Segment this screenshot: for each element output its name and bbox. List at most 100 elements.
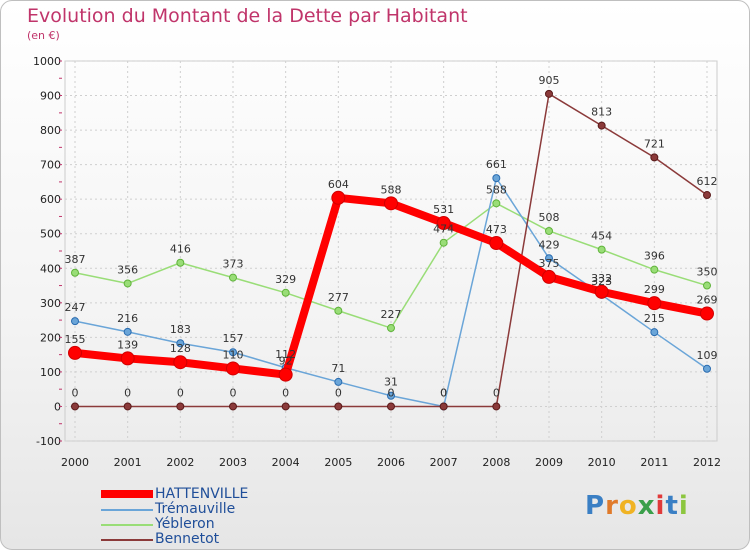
x-tick-label: 2008	[482, 456, 510, 469]
data-label: 215	[644, 312, 665, 325]
y-tick-label: 400	[40, 262, 61, 275]
data-point	[387, 402, 395, 411]
data-label: 109	[697, 349, 718, 362]
data-label: 299	[644, 283, 665, 296]
data-label: 588	[486, 183, 507, 196]
data-point	[226, 361, 240, 376]
data-point	[120, 351, 135, 366]
data-label: 454	[591, 230, 612, 243]
legend-label-hattenville: HATTENVILLE	[155, 486, 249, 502]
legend-label-bennetot: Bennetot	[155, 531, 220, 547]
data-label: 0	[335, 386, 342, 399]
x-tick-label: 2006	[377, 456, 405, 469]
data-point	[597, 121, 606, 130]
data-point	[229, 402, 237, 411]
y-tick-label: 100	[40, 366, 61, 379]
data-point	[331, 190, 346, 205]
data-point	[489, 236, 504, 251]
data-label: 0	[124, 386, 131, 399]
data-label-layer: 387 356 416 373 329 277 227 474 588 508 454 396 350 2…	[65, 74, 718, 400]
brand-letter: P	[585, 491, 606, 521]
y-tick-label: 0	[54, 400, 61, 413]
data-label: 387	[65, 253, 86, 266]
data-point	[545, 254, 553, 263]
data-label: 329	[275, 273, 296, 286]
legend-swatch-hattenville	[101, 490, 153, 498]
x-tick-label: 2000	[61, 456, 89, 469]
x-tick-label: 2001	[114, 456, 142, 469]
data-point	[439, 238, 448, 247]
data-label: 332	[591, 272, 612, 285]
brand-letter: o	[618, 491, 638, 521]
brand-letter: t	[665, 491, 679, 521]
data-point	[703, 191, 711, 200]
data-point	[387, 324, 395, 333]
x-tick-label: 2007	[430, 456, 458, 469]
data-label: 0	[440, 386, 447, 399]
data-label: 588	[381, 183, 402, 196]
data-label: 661	[486, 158, 507, 171]
data-label: 416	[170, 243, 191, 256]
data-label: 721	[644, 137, 665, 150]
y-tick-label: 900	[40, 90, 61, 103]
legend-swatch-tremauville	[101, 509, 153, 511]
data-label: 139	[117, 338, 138, 351]
data-point	[123, 327, 132, 336]
legend-label-yebleron: Yébleron	[155, 516, 215, 532]
data-label: 112	[275, 348, 296, 361]
data-point	[384, 196, 398, 211]
data-point	[71, 402, 79, 411]
data-label: 0	[282, 386, 289, 399]
data-label: 277	[328, 291, 349, 304]
data-label: 92	[279, 355, 293, 368]
data-point	[703, 281, 711, 290]
data-point	[492, 174, 501, 183]
x-tick-label: 2010	[588, 456, 616, 469]
data-label: 0	[493, 386, 500, 399]
data-label: 323	[591, 275, 612, 288]
data-label: 350	[697, 266, 718, 279]
data-label: 216	[117, 312, 138, 325]
data-point	[281, 402, 290, 411]
data-label: 612	[697, 175, 718, 188]
data-label: 356	[117, 263, 138, 276]
data-label: 375	[539, 257, 560, 270]
y-tick-label: 300	[40, 297, 61, 310]
data-point	[123, 402, 132, 411]
x-tick-label: 2012	[693, 456, 721, 469]
y-tick-label: 200	[40, 331, 61, 344]
data-label: 155	[65, 333, 86, 346]
data-label: 905	[539, 74, 560, 87]
data-point	[229, 348, 237, 357]
data-label: 0	[230, 386, 237, 399]
data-label: 71	[331, 362, 345, 375]
data-point	[700, 306, 714, 321]
legend-swatch-yebleron	[101, 524, 153, 526]
data-point	[650, 153, 659, 162]
data-point	[71, 317, 79, 326]
data-label: 813	[591, 106, 612, 119]
data-label: 0	[72, 386, 79, 399]
data-label: 128	[170, 342, 191, 355]
brand-logo: Proxiti	[585, 491, 689, 521]
data-label: 0	[388, 386, 395, 399]
data-point	[492, 199, 501, 208]
x-tick-label: 2009	[535, 456, 563, 469]
data-point	[334, 402, 343, 411]
data-point	[650, 328, 659, 337]
data-point	[334, 377, 343, 386]
data-label: 508	[539, 211, 560, 224]
data-label: 473	[486, 223, 507, 236]
data-label: 157	[223, 332, 244, 345]
data-label: 0	[177, 386, 184, 399]
data-label: 531	[433, 203, 454, 216]
x-tick-label: 2005	[324, 456, 352, 469]
brand-letter: r	[605, 491, 619, 521]
brand-letter: i	[678, 491, 689, 521]
x-tick-label: 2003	[219, 456, 247, 469]
data-point	[594, 284, 609, 299]
data-point	[281, 288, 290, 297]
data-label: 31	[384, 376, 398, 389]
x-tick-label: 2011	[640, 456, 668, 469]
